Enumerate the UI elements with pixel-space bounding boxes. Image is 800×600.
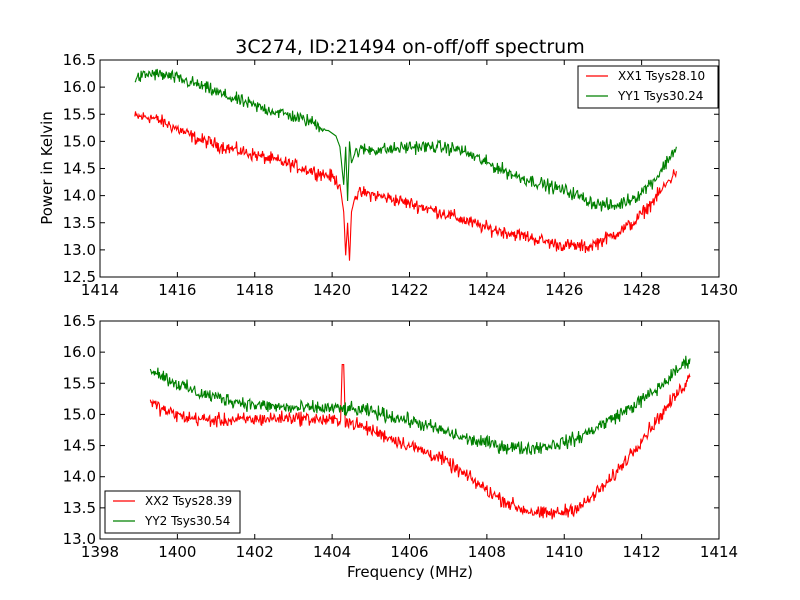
y-tick-label: 16.0 [63, 343, 96, 361]
y-tick-label: 13.5 [63, 214, 96, 232]
legend-box [104, 490, 241, 534]
x-tick-label: 1420 [313, 281, 351, 299]
top-plot-panel: 1414 1416 1418 1420 1422 1424 1426 1428 1430 12.5… [63, 51, 739, 299]
x-tick-label: 1402 [236, 543, 274, 561]
legend-box [577, 65, 719, 109]
y-tick-label: 14.0 [63, 468, 96, 486]
series-line-xx1 [134, 111, 677, 261]
y-tick-label: 16.0 [63, 78, 96, 96]
x-tick-label: 1398 [81, 543, 119, 561]
x-tick-label: 1422 [390, 281, 428, 299]
legend-entry: XX2 Tsys28.39 [145, 494, 232, 508]
bottom-plot-panel: 1398 1400 1402 1404 1406 1408 1410 1412 1414 13.0… [63, 312, 739, 561]
x-tick-label: 1408 [468, 543, 506, 561]
series-line-yy1 [134, 68, 677, 212]
x-tick-label: 1400 [158, 543, 196, 561]
y-tick-label: 13.5 [63, 499, 96, 517]
x-axis-label: Frequency (MHz) [347, 563, 473, 581]
x-tick-label: 1410 [545, 543, 583, 561]
x-tick-label: 1418 [236, 281, 274, 299]
x-tick-label: 1416 [158, 281, 196, 299]
y-axis-label: Power in Kelvin [38, 111, 56, 225]
y-tick-label: 15.5 [63, 374, 96, 392]
x-tick-label: 1414 [700, 543, 738, 561]
x-tick-label: 1426 [545, 281, 583, 299]
y-tick-label: 15.5 [63, 105, 96, 123]
legend-entry: XX1 Tsys28.10 [618, 69, 705, 83]
y-tick-label: 12.5 [63, 268, 96, 286]
y-tick-label: 15.0 [63, 132, 96, 150]
legend: XX1 Tsys28.10 YY1 Tsys30.24 [577, 65, 719, 109]
series-line-yy2 [149, 355, 691, 455]
y-tick-label: 14.0 [63, 187, 96, 205]
y-tick-label: 15.0 [63, 405, 96, 423]
y-tick-label: 16.5 [63, 312, 96, 330]
x-tick-label: 1424 [468, 281, 506, 299]
legend-entry: YY1 Tsys30.24 [617, 89, 703, 103]
x-tick-label: 1404 [313, 543, 351, 561]
legend: XX2 Tsys28.39 YY2 Tsys30.54 [104, 490, 241, 534]
y-tick-label: 14.5 [63, 160, 96, 178]
y-tick-label: 16.5 [63, 51, 96, 69]
legend-entry: YY2 Tsys30.54 [144, 514, 230, 528]
x-tick-label: 1430 [700, 281, 738, 299]
y-tick-label: 13.0 [63, 530, 96, 548]
x-tick-label: 1428 [623, 281, 661, 299]
series-line-xx2 [149, 364, 691, 520]
chart-title: 3C274, ID:21494 on-off/off spectrum [235, 36, 584, 58]
x-tick-label: 1406 [390, 543, 428, 561]
x-tick-label: 1414 [81, 281, 119, 299]
y-tick-label: 14.5 [63, 437, 96, 455]
y-tick-label: 13.0 [63, 241, 96, 259]
x-tick-label: 1412 [623, 543, 661, 561]
